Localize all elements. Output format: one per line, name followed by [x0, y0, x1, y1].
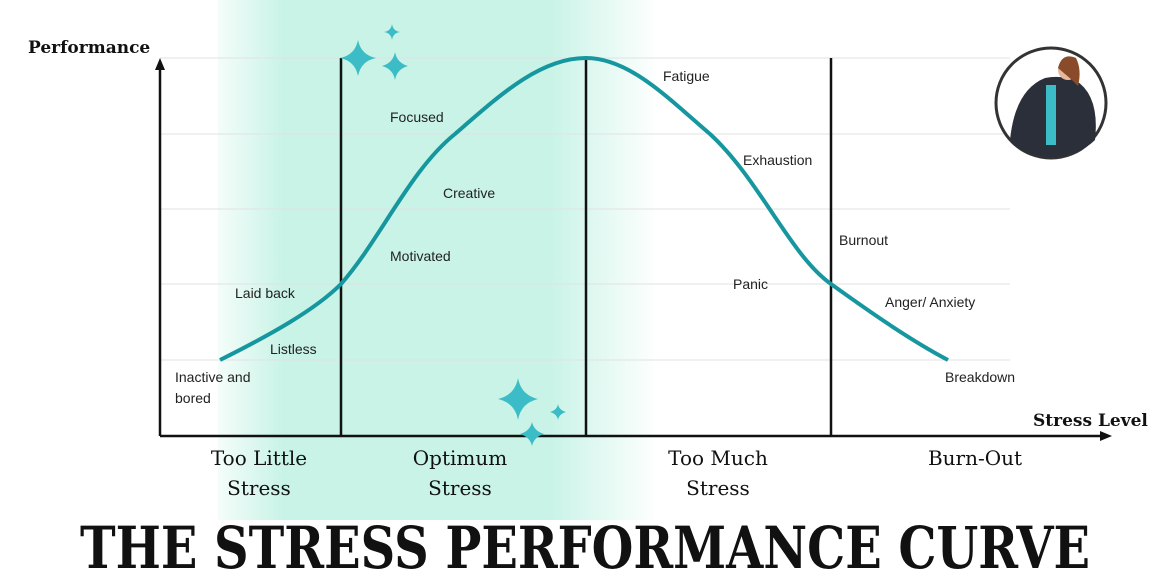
curve-label-line: Listless	[270, 341, 317, 357]
curve-label-line: Fatigue	[663, 68, 710, 84]
zone-label: Too Much Stress	[668, 446, 768, 500]
curve-label-line: Panic	[733, 276, 768, 292]
zone-label-line: Too Much	[668, 446, 768, 470]
zone-label-line: Stress	[686, 476, 750, 500]
curve-label: Exhaustion	[743, 152, 812, 168]
curve-label: Motivated	[390, 248, 451, 264]
zone-label-line: Optimum	[413, 446, 507, 470]
curve-label-line: Burnout	[839, 232, 888, 248]
curve-label: Focused	[390, 109, 444, 125]
optimum-band	[218, 0, 658, 520]
y-axis-label: Performance	[28, 38, 150, 58]
curve-label-line: Anger/ Anxiety	[885, 294, 975, 310]
curve-label: Laid back	[235, 285, 296, 301]
curve-label: Anger/ Anxiety	[885, 294, 975, 310]
curve-label-line: Focused	[390, 109, 444, 125]
zone-label: Burn-Out	[928, 446, 1022, 470]
avatar	[994, 46, 1108, 160]
curve-label-line: Motivated	[390, 248, 451, 264]
curve-label: Breakdown	[945, 369, 1015, 385]
curve-label: Listless	[270, 341, 317, 357]
curve-label: Creative	[443, 185, 495, 201]
curve-label: Burnout	[839, 232, 888, 248]
curve-label-line: Inactive and	[175, 369, 251, 385]
sparkles	[340, 24, 566, 446]
title: THE STRESS PERFORMANCE CURVE	[80, 514, 1090, 582]
curve-label-line: Exhaustion	[743, 152, 812, 168]
stress-curve	[219, 55, 949, 362]
curve-label-line: Creative	[443, 185, 495, 201]
zone-label-line: Too Little	[211, 446, 307, 470]
zone-label: Too Little Stress	[211, 446, 307, 500]
curve-label-line: bored	[175, 390, 211, 406]
curve-label-line: Laid back	[235, 285, 296, 301]
zone-label: Optimum Stress	[413, 446, 507, 500]
x-axis-label: Stress Level	[1033, 411, 1148, 431]
curve-label-line: Breakdown	[945, 369, 1015, 385]
axes	[155, 58, 1112, 441]
curve-label: Inactive and bored	[175, 369, 251, 406]
zone-label-line: Stress	[227, 476, 291, 500]
curve-label: Fatigue	[663, 68, 710, 84]
zone-label-line: Burn-Out	[928, 446, 1022, 470]
zone-label-line: Stress	[428, 476, 492, 500]
curve-label: Panic	[733, 276, 768, 292]
zone-dividers	[339, 58, 833, 436]
